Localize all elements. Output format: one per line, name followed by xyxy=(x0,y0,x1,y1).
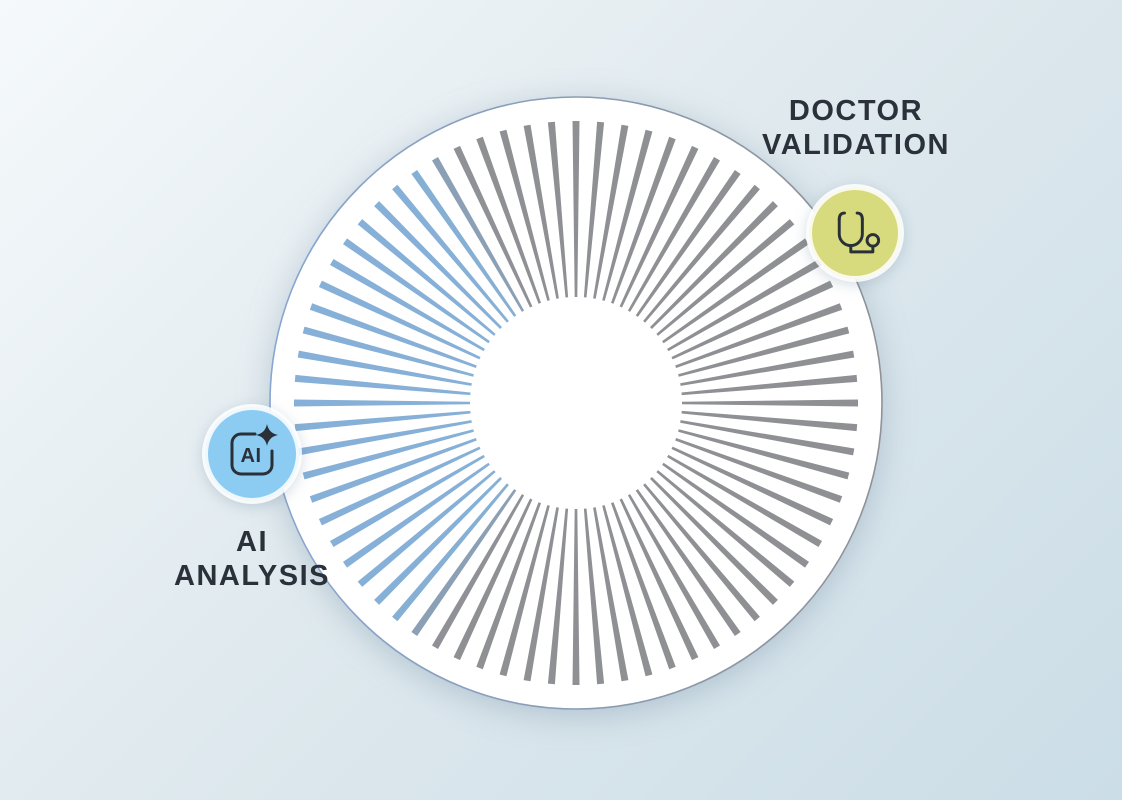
ai-icon-frame xyxy=(230,432,274,476)
stethoscope-connector xyxy=(849,244,875,254)
wheel-spoke xyxy=(392,483,509,622)
wheel-spoke xyxy=(611,136,676,304)
sparkle-icon xyxy=(256,424,278,446)
wheel-spoke xyxy=(374,201,502,329)
doctor-badge-circle xyxy=(806,184,904,282)
wheel-spoke xyxy=(681,374,858,396)
validation-wheel xyxy=(269,96,883,710)
ai-label-line2: ANALYSIS xyxy=(174,560,330,592)
wheel-spoke xyxy=(547,508,569,685)
wheel-spoke xyxy=(572,509,580,685)
wheel-spoke xyxy=(627,157,720,312)
wheel-spoke xyxy=(643,483,760,622)
wheel-spoke xyxy=(302,429,474,480)
wheel-spoke xyxy=(583,508,605,685)
wheel-spoke xyxy=(357,219,496,336)
wheel-spoke xyxy=(476,136,541,304)
wheel-spoke xyxy=(294,399,470,407)
wheel-spoke xyxy=(411,489,517,636)
wheel-spoke xyxy=(547,121,569,298)
wheel-spoke xyxy=(297,350,472,386)
wheel-spoke xyxy=(593,124,629,299)
wheel-spoke xyxy=(476,502,541,670)
wheel-spoke xyxy=(643,184,760,323)
wheel-spoke xyxy=(678,326,850,377)
wheel-spoke xyxy=(330,454,485,547)
wheel-spoke xyxy=(453,498,533,661)
wheel-spoke xyxy=(635,170,741,317)
ai-analysis-label: AI ANALYSIS xyxy=(92,525,412,593)
wheel-spoke xyxy=(650,201,778,329)
wheel-spoke xyxy=(619,498,699,661)
wheel-spoke xyxy=(453,145,533,308)
wheel-spoke xyxy=(667,259,822,352)
wheel-spoke xyxy=(330,259,485,352)
stethoscope-icon xyxy=(837,211,881,254)
wheel-spoke xyxy=(680,350,855,386)
wheel-spoke xyxy=(374,477,502,605)
wheel-spoke xyxy=(602,129,653,301)
doctor-label-line1: DOCTOR xyxy=(788,95,924,127)
ai-label-line1: AI xyxy=(236,526,268,558)
wheel-spoke xyxy=(302,326,474,377)
wheel-spoke xyxy=(681,410,858,432)
wheel-spoke xyxy=(611,502,676,670)
wheel-spoke xyxy=(680,420,855,456)
ai-badge-circle xyxy=(202,404,302,504)
wheel-spoke xyxy=(294,374,471,396)
wheel-spoke xyxy=(411,170,517,317)
doctor-label-line2: VALIDATION xyxy=(762,129,950,161)
wheel-spoke xyxy=(523,507,559,682)
wheel-spoke xyxy=(432,494,525,649)
doctor-validation-badge xyxy=(806,184,904,282)
wheel-spoke xyxy=(671,280,834,360)
wheel-spoke xyxy=(432,157,525,312)
wheel-spoke xyxy=(523,124,559,299)
wheel-spoke xyxy=(662,462,809,568)
wheel-spoke xyxy=(572,121,580,297)
wheel-spoke xyxy=(309,303,477,368)
wheel-spoke xyxy=(678,429,850,480)
doctor-validation-label: DOCTOR VALIDATION xyxy=(696,94,1016,162)
wheel-spoke xyxy=(343,238,490,344)
wheel-spoke xyxy=(627,494,720,649)
wheel-spoke xyxy=(357,470,496,587)
wheel-spokes xyxy=(294,121,858,685)
wheel-spoke xyxy=(583,121,605,298)
stethoscope-chestpiece xyxy=(865,233,881,248)
wheel-spoke xyxy=(682,399,858,407)
wheel-spoke xyxy=(635,489,741,636)
wheel-spoke xyxy=(675,438,843,503)
wheel-spoke xyxy=(619,145,699,308)
wheel-spoke xyxy=(499,129,550,301)
wheel-spoke xyxy=(294,410,471,432)
wheel-spoke xyxy=(499,505,550,677)
wheel-spoke xyxy=(297,420,472,456)
wheel-spoke xyxy=(593,507,629,682)
ai-icon-text: AI xyxy=(241,445,262,467)
ai-sparkle-icon: AI xyxy=(230,424,278,476)
wheel-spoke xyxy=(675,303,843,368)
wheel-spoke xyxy=(602,505,653,677)
wheel-spoke xyxy=(671,446,834,526)
wheel-spoke xyxy=(662,238,809,344)
wheel-spoke xyxy=(667,454,822,547)
wheel-spoke xyxy=(656,219,795,336)
ai-analysis-badge: AI xyxy=(202,404,302,504)
wheel-spoke xyxy=(650,477,778,605)
wheel-spoke xyxy=(309,438,477,503)
wheel-spoke xyxy=(392,184,509,323)
wheel-spoke xyxy=(318,446,481,526)
wheel-spoke xyxy=(343,462,490,568)
wheel-spoke xyxy=(318,280,481,360)
wheel-spoke xyxy=(656,470,795,587)
